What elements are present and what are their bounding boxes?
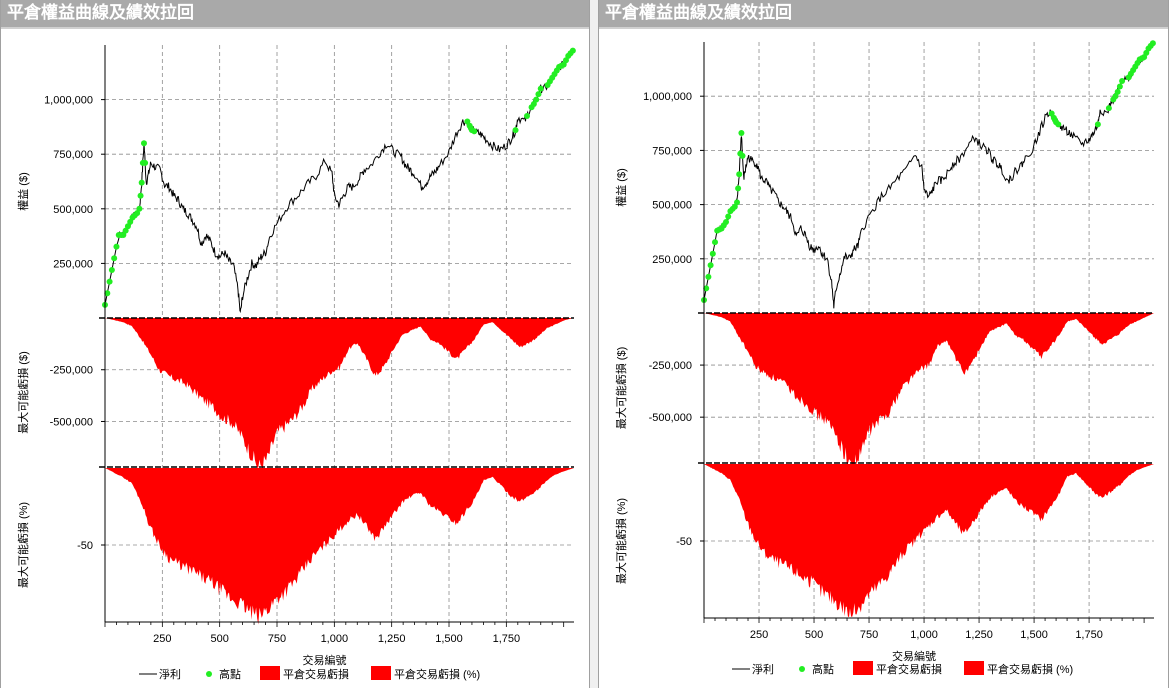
new-high-point [1114,88,1121,95]
equity-drawdown-chart: 250 500 750 1,000 1,250 1,500 1,750 250,000 500,… [16,45,576,681]
equity-tick-label: 750,000 [53,149,93,161]
new-high-point [140,140,147,147]
new-high-point [1055,121,1062,128]
drawdown-tick-label: -500,000 [50,416,93,428]
new-high-point [734,199,741,206]
panel-title: 平倉權益曲線及績效拉回 [599,0,1168,29]
legend-label: 淨利 [159,668,181,681]
equity-line [104,49,575,314]
drawdown-pct-axis-label: 最大可能虧損 (%) [16,502,30,588]
new-high-point [1119,78,1126,85]
drawdown-dollar-area [105,318,574,471]
drawdown-tick-label: -250,000 [649,360,692,372]
equity-tick-label: 250,000 [53,258,93,270]
new-high-point [707,262,714,269]
equity-tick-label: 500,000 [652,200,692,212]
new-high-point [113,243,120,250]
new-high-point [709,250,716,257]
new-high-point [137,192,144,199]
drawdown-pct-axis-label: 最大可能虧損 (%) [614,498,628,584]
new-high-point [735,185,742,192]
x-tick-label: 1,000 [910,629,938,641]
new-high-point [736,171,743,178]
legend-drawdown-pct-swatch [371,666,391,680]
legend-label: 高點 [219,667,241,681]
equity-tick-label: 750,000 [652,145,692,157]
legend-label: 淨利 [752,663,774,676]
panel-title: 平倉權益曲線及績效拉回 [1,0,589,29]
drawdown-axis-label: 最大可能虧損 ($) [16,351,30,434]
x-tick-label: 1,250 [965,629,993,641]
x-axis-label: 交易編號 [303,653,347,667]
equity-drawdown-chart: 250 500 750 1,000 1,250 1,500 1,750 250,000 500,… [614,40,1156,676]
legend-high-swatch [799,666,805,672]
new-high-point [723,218,730,225]
legend-label: 平倉交易虧損 [876,662,942,676]
new-high-point [104,290,111,297]
drawdown-pct-tick-label: -50 [676,536,692,548]
new-high-point [725,213,732,220]
equity-tick-label: 1,000,000 [643,91,692,103]
drawdown-percent-area [105,468,574,625]
x-tick-label: 1,250 [378,633,406,645]
new-high-point [738,130,745,137]
x-tick-label: 250 [153,633,171,645]
drawdown-dollar-area [704,313,1154,472]
new-high-point [1149,40,1156,47]
x-tick-label: 500 [210,633,228,645]
new-high-point [512,127,519,134]
drawdown-pct-tick-label: -50 [77,540,93,552]
x-tick-label: 1,000 [321,633,349,645]
new-high-point [1094,121,1101,128]
drawdown-tick-label: -250,000 [50,365,93,377]
new-high-point [1116,83,1123,90]
x-tick-label: 1,750 [1075,629,1103,641]
new-high-point [108,266,115,273]
legend-label: 平倉交易虧損 (%) [394,667,480,681]
equity-tick-label: 1,000,000 [44,95,93,107]
new-high-point [705,273,712,280]
new-high-point [537,85,544,92]
right-chart-panel: 平倉權益曲線及績效拉回 250 500 750 1,000 1,250 1,500 1,75… [598,0,1169,688]
legend-drawdown-pct-swatch [964,661,984,675]
drawdown-axis-label: 最大可能虧損 ($) [614,347,628,430]
new-high-point [712,239,719,246]
new-high-point [111,255,118,262]
x-tick-label: 750 [860,629,878,641]
new-high-point [533,96,540,103]
x-tick-label: 750 [268,633,286,645]
new-high-point [535,91,542,98]
new-high-point [739,152,746,159]
legend-drawdown-swatch [260,666,280,680]
legend-drawdown-swatch [853,661,873,675]
equity-axis-label: 權益 ($) [16,172,30,211]
new-high-point [523,112,530,119]
new-high-point [138,179,145,186]
drawdown-percent-area [704,464,1154,618]
new-high-point [136,205,143,212]
equity-axis-label: 權益 ($) [614,168,628,207]
new-high-point [703,285,710,292]
legend-label: 高點 [812,662,834,676]
x-axis-label: 交易編號 [892,649,936,663]
left-chart-panel: 平倉權益曲線及績效拉回 250 500 750 1,000 1,250 1,500 1,75… [0,0,590,688]
x-tick-label: 1,500 [1020,629,1048,641]
x-tick-label: 250 [750,629,768,641]
x-tick-label: 1,750 [493,633,521,645]
legend-label: 平倉交易虧損 [283,667,349,681]
new-high-point [142,159,149,166]
equity-tick-label: 500,000 [53,204,93,216]
new-high-point [1105,105,1112,112]
equity-tick-label: 250,000 [652,254,692,266]
new-high-point [569,47,576,54]
legend-high-swatch [206,671,212,677]
drawdown-tick-label: -500,000 [649,412,692,424]
new-high-point [471,128,478,135]
panel-divider [590,0,598,688]
x-tick-label: 500 [805,629,823,641]
new-high-point [106,278,113,285]
legend-label: 平倉交易虧損 (%) [987,662,1073,676]
equity-line [703,41,1155,309]
x-tick-label: 1,500 [435,633,463,645]
